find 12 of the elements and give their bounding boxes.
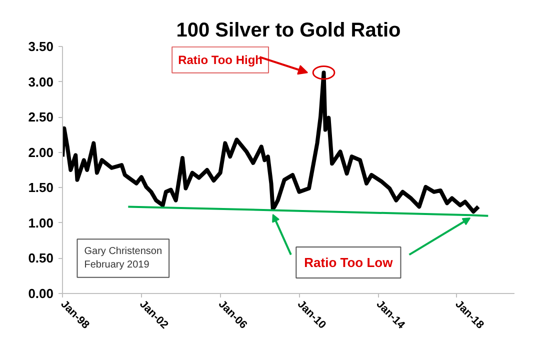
y-tick-label: 1.00 <box>28 215 54 230</box>
annotation: Ratio Too High <box>178 52 263 67</box>
y-tick-label: 3.50 <box>28 39 54 54</box>
y-tick-label: 0.00 <box>28 286 54 301</box>
y-tick-label: 2.50 <box>28 110 54 125</box>
annotation: Ratio Too Low <box>304 254 394 270</box>
annotation: Gary Christenson February 2019 <box>84 246 162 270</box>
chart-title: 100 Silver to Gold Ratio <box>176 20 401 42</box>
y-tick-label: 3.00 <box>28 74 54 90</box>
y-tick-label: 1.50 <box>28 180 54 196</box>
y-tick-label: 2.00 <box>28 144 54 160</box>
y-tick-label: 0.50 <box>28 250 54 266</box>
